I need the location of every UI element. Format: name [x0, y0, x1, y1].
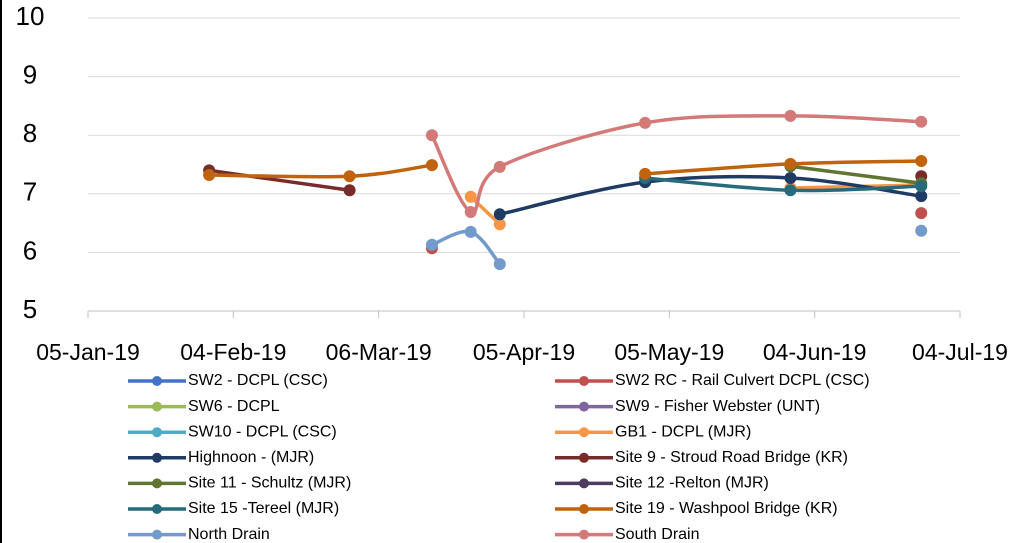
legend-marker: [579, 376, 589, 386]
legend-label: Site 15 -Tereel (MJR): [188, 500, 339, 517]
legend-label: South Drain: [615, 526, 700, 543]
data-point: [639, 167, 652, 180]
legend-marker: [579, 452, 589, 463]
data-point: [915, 190, 928, 203]
y-tick-label: 10: [16, 1, 45, 31]
data-point: [493, 258, 506, 271]
series-line: [431, 229, 502, 266]
legend-label: Highnoon - (MJR): [188, 449, 314, 466]
legend-label: Site 11 - Schultz (MJR): [188, 475, 351, 492]
data-point: [203, 169, 216, 182]
data-point: [464, 205, 477, 218]
legend-label: SW2 - DCPL (CSC): [188, 372, 328, 389]
data-point: [915, 115, 928, 128]
legend-marker: [579, 427, 589, 438]
legend-marker: [152, 401, 162, 412]
legend-marker: [579, 504, 589, 514]
series-line: [644, 159, 922, 176]
legend-marker: [152, 427, 162, 438]
x-tick-label: 05-Jan-19: [36, 339, 140, 365]
legend-label: SW6 - DCPL: [188, 398, 280, 415]
x-tick-label: 05-May-19: [614, 339, 724, 365]
series-line: [208, 168, 350, 193]
legend-label: North Drain: [188, 526, 270, 543]
data-point: [915, 154, 928, 167]
series-line: [209, 163, 433, 179]
data-point: [425, 129, 438, 142]
data-point: [915, 224, 928, 237]
data-point: [464, 190, 477, 203]
legend-marker: [152, 478, 162, 489]
data-point: [343, 184, 356, 197]
legend-marker: [152, 452, 162, 463]
data-point: [784, 184, 797, 197]
data-point: [493, 208, 506, 221]
data-point: [784, 171, 797, 184]
data-point: [493, 160, 506, 173]
legend-label: Site 19 - Washpool Bridge (KR): [615, 500, 838, 517]
data-point: [343, 170, 356, 183]
series-line: [430, 114, 922, 215]
data-point: [915, 207, 928, 220]
data-point: [784, 109, 797, 122]
legend-marker: [152, 376, 162, 386]
legend-label: SW10 - DCPL (CSC): [188, 423, 337, 440]
legend-marker: [579, 478, 589, 489]
legend-label: GB1 - DCPL (MJR): [615, 423, 751, 440]
legend-marker: [152, 504, 162, 514]
legend-label: SW2 RC - Rail Culvert DCPL (CSC): [615, 372, 870, 389]
data-point: [639, 116, 652, 129]
data-point: [784, 157, 797, 170]
data-point: [425, 159, 438, 172]
y-tick-label: 7: [23, 177, 37, 207]
data-point: [464, 225, 477, 238]
legend-marker: [579, 401, 589, 412]
x-tick-label: 05-Apr-19: [473, 339, 575, 365]
x-tick-label: 04-Feb-19: [180, 339, 286, 365]
legend-label: Site 9 - Stroud Road Bridge (KR): [615, 449, 848, 466]
legend-label: Site 12 -Relton (MJR): [615, 475, 769, 492]
x-tick-label: 06-Mar-19: [326, 339, 432, 365]
legend-marker: [579, 529, 589, 540]
legend-marker: [152, 529, 162, 540]
x-tick-label: 04-Jul-19: [912, 339, 1008, 365]
data-point: [425, 238, 438, 251]
data-point: [915, 180, 928, 193]
data-point: [493, 218, 506, 231]
legend-label: SW9 - Fisher Webster (UNT): [615, 398, 820, 415]
series-line: [499, 174, 922, 217]
y-tick-label: 8: [23, 118, 37, 148]
y-tick-label: 9: [23, 59, 37, 89]
series-line: [790, 164, 922, 185]
y-tick-label: 6: [23, 235, 37, 265]
y-tick-label: 5: [23, 294, 37, 324]
x-tick-label: 04-Jun-19: [763, 339, 867, 365]
